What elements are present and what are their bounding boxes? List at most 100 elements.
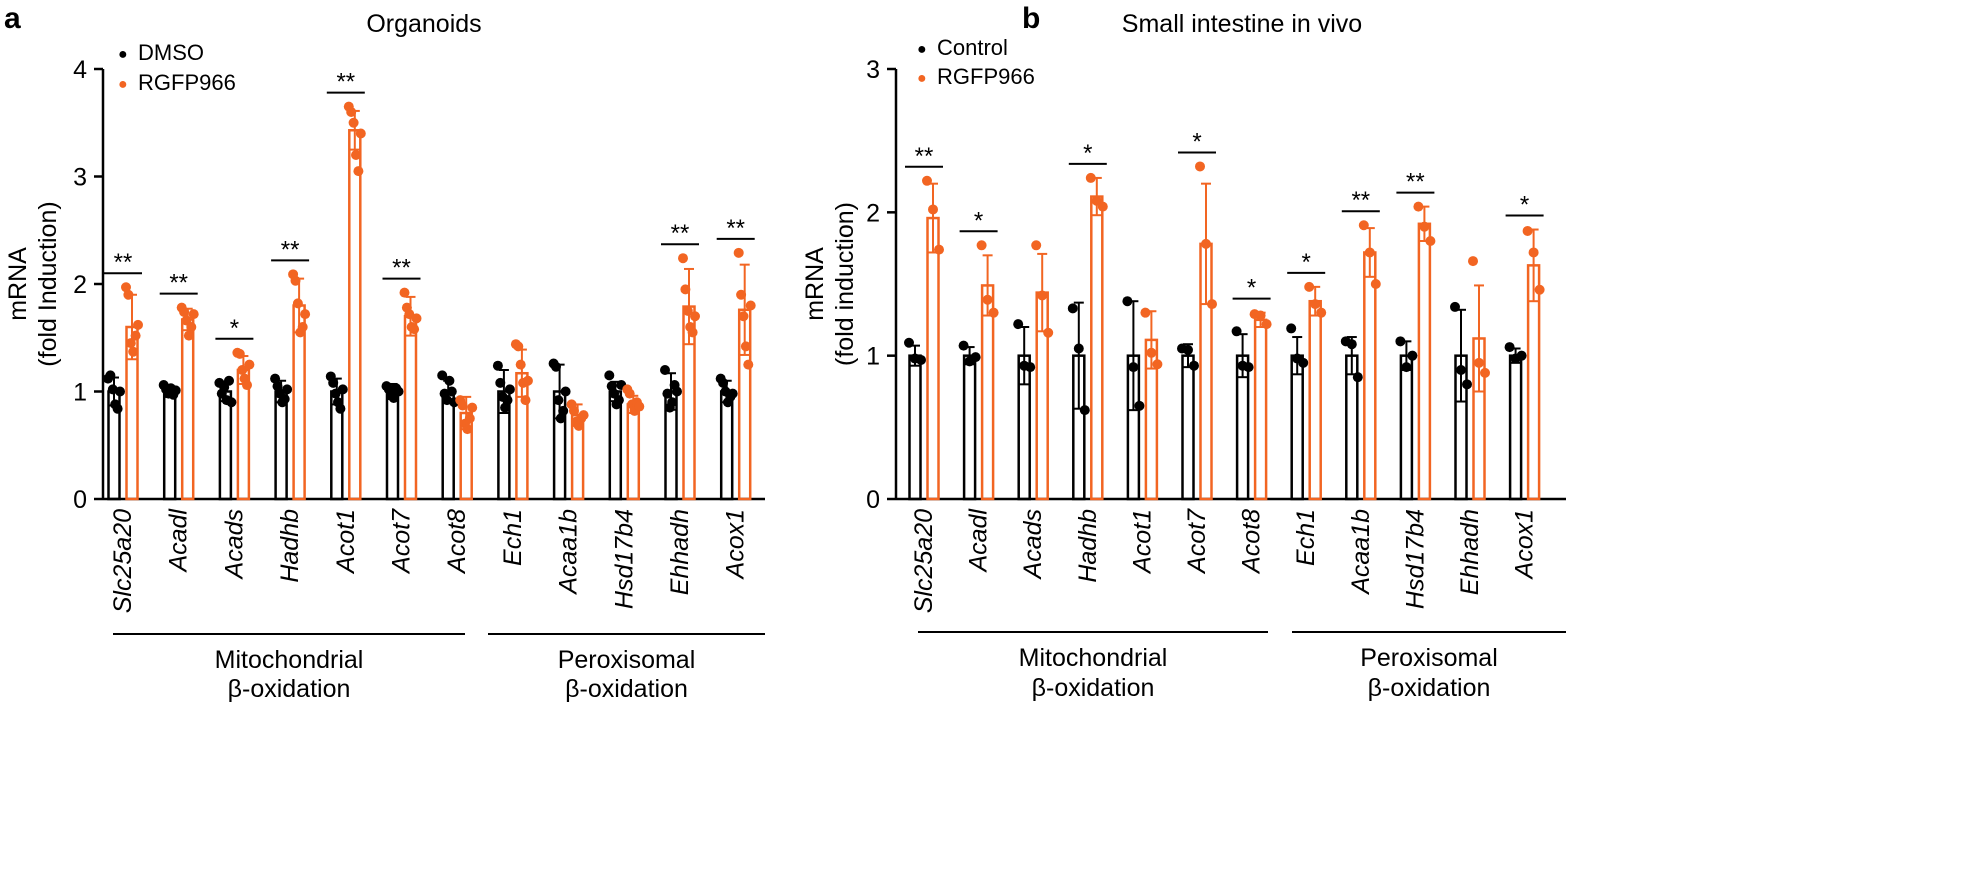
bar-control-Acox1 (1508, 354, 1523, 501)
data-point (348, 117, 359, 128)
data-point (355, 128, 366, 139)
y-axis-label-line2: (fold induction) (831, 202, 859, 366)
data-point (502, 395, 513, 406)
data-point (444, 375, 455, 386)
data-point (492, 360, 503, 371)
y-tick-label: 3 (73, 164, 87, 192)
bar-control-Ech1 (1290, 354, 1304, 501)
data-point (934, 244, 944, 255)
legend-marker-treatment: ● (118, 76, 128, 93)
data-point (743, 359, 754, 370)
data-point (718, 377, 729, 388)
data-point (1231, 326, 1242, 337)
bar-treatment-Acaa1b (1363, 251, 1377, 501)
data-point (672, 386, 682, 397)
data-point (1085, 172, 1096, 183)
data-point (976, 240, 987, 251)
data-point (1310, 299, 1321, 310)
x-tick-label-Acaa1b: Acaa1b (555, 509, 583, 596)
data-point (188, 309, 199, 320)
bar-control-Acox1 (719, 390, 734, 501)
bar-control-Hsd17b4 (1399, 354, 1414, 501)
significance-marker: ** (915, 143, 934, 170)
data-point (282, 384, 293, 395)
y-axis-label-line1: mRNA (801, 247, 829, 321)
y-tick-label: 2 (73, 271, 87, 299)
x-tick-label-Ehhadh: Ehhadh (666, 509, 694, 595)
x-tick-label-Slc25a20: Slc25a20 (109, 509, 137, 613)
legend-label-treatment: RGFP966 (138, 70, 236, 95)
data-point (270, 373, 281, 384)
data-point (500, 402, 511, 413)
data-point (1243, 362, 1254, 373)
data-point (1134, 400, 1145, 411)
x-tick-label-Acot8: Acot8 (443, 509, 471, 575)
data-point (1146, 347, 1157, 358)
data-point (351, 150, 361, 160)
y-tick-label: 0 (73, 486, 87, 514)
data-point (624, 388, 635, 399)
data-point (1195, 161, 1205, 172)
data-point (115, 386, 125, 397)
data-point (687, 327, 698, 338)
significance-marker: ** (169, 270, 188, 297)
data-point (736, 289, 747, 300)
x-tick-label-Acot7: Acot7 (1183, 508, 1211, 575)
bar-control-Acot8 (441, 390, 455, 501)
data-point (234, 348, 245, 359)
significance-marker: ** (1351, 187, 1370, 214)
bar-treatment-Hsd17b4 (626, 403, 641, 501)
data-point (1255, 310, 1266, 321)
x-tick-label-Acot8: Acot8 (1238, 509, 1266, 575)
data-point (1528, 247, 1539, 258)
x-tick-label-Ehhadh: Ehhadh (1456, 509, 1484, 595)
data-point (922, 175, 932, 186)
data-point (399, 287, 410, 298)
y-axis-label: mRNA (fold induction) (801, 202, 859, 366)
data-point (393, 386, 404, 397)
panel-a: a Organoids mRNA (fold Induction) 0 1 2 3 4 ● DMSO… (4, 2, 765, 703)
bar-control-Acads (218, 390, 233, 501)
legend-label-treatment: RGFP966 (937, 64, 1035, 89)
panel-letter: b (1022, 2, 1040, 35)
x-tick-label-Hadhb: Hadhb (1074, 509, 1102, 583)
data-point (1364, 247, 1375, 258)
significance-marker: * (230, 315, 239, 342)
data-point (290, 275, 301, 286)
significance-marker: ** (114, 249, 133, 276)
bar-treatment-Slc25a20 (926, 216, 940, 501)
significance-marker: ** (392, 255, 411, 282)
data-point (112, 403, 123, 414)
data-point (1128, 362, 1139, 373)
data-point (727, 388, 738, 399)
data-point (1079, 405, 1090, 416)
data-point (513, 341, 524, 352)
data-point (1522, 225, 1533, 236)
data-point (404, 309, 415, 320)
data-point (682, 305, 693, 316)
data-point (560, 386, 571, 397)
data-point (279, 394, 290, 405)
data-point (604, 370, 615, 381)
data-point (330, 388, 341, 399)
data-point (437, 370, 448, 381)
data-point (128, 346, 139, 357)
significance-marker: * (1247, 275, 1256, 302)
data-point (244, 359, 255, 370)
group-label: Mitochondrial (1019, 644, 1168, 672)
data-point (578, 410, 589, 421)
group-label: β-oxidation (1368, 674, 1491, 702)
data-point (464, 413, 475, 424)
data-point (1122, 296, 1133, 307)
data-point (457, 400, 468, 411)
data-point (1031, 240, 1042, 251)
data-point (1073, 343, 1084, 354)
data-point (186, 322, 197, 332)
x-tick-label-Acadl: Acadl (965, 508, 993, 574)
data-point (1201, 238, 1211, 249)
data-point (1261, 319, 1272, 330)
data-point (226, 397, 237, 408)
data-point (573, 420, 584, 431)
data-point (738, 311, 749, 322)
data-point (237, 365, 248, 375)
